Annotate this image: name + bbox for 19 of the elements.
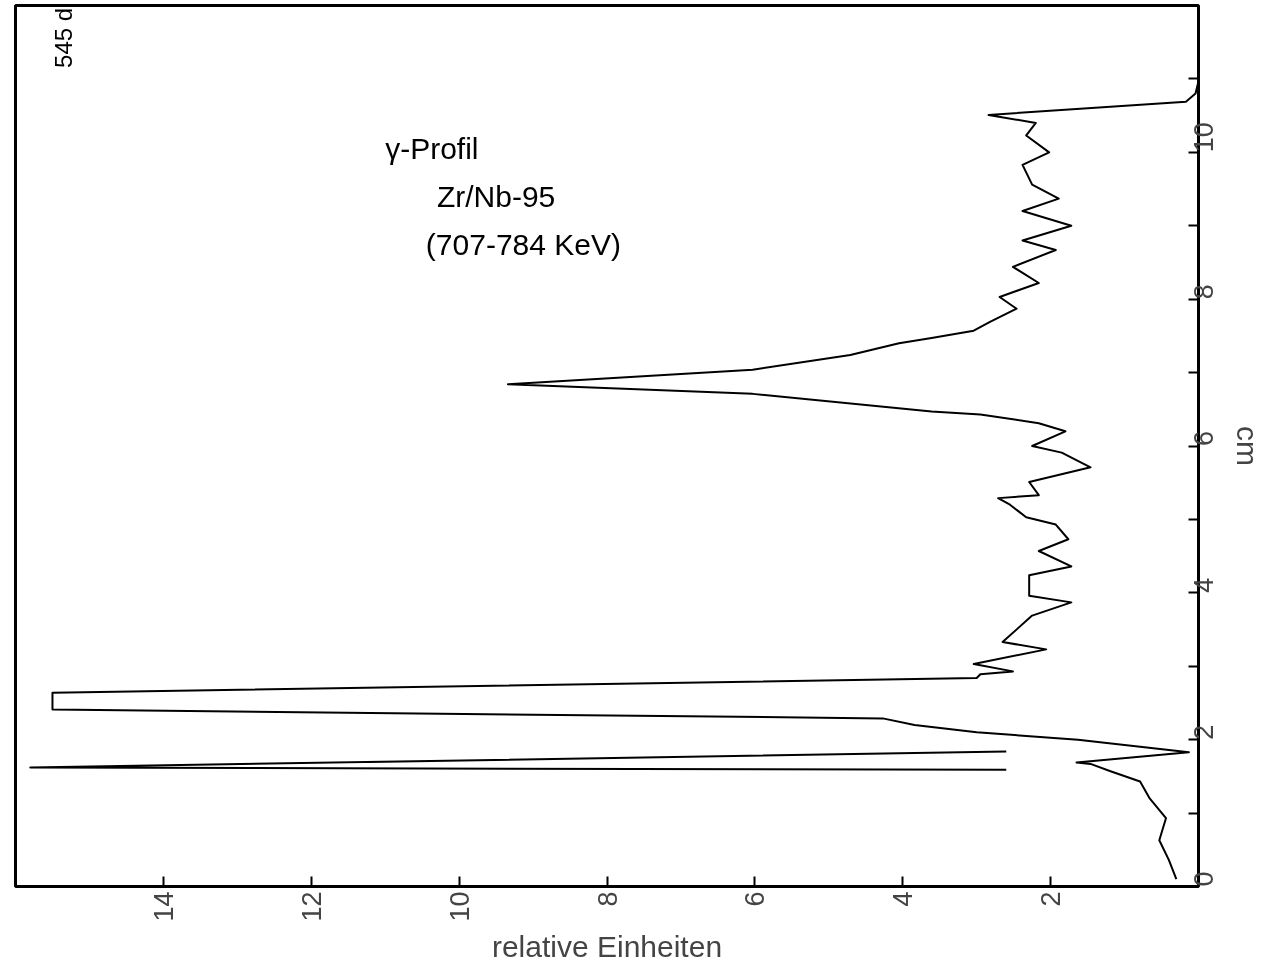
x-tick-label: 4 bbox=[888, 891, 919, 907]
x-tick-label: 8 bbox=[592, 891, 623, 907]
x-tick-label: 6 bbox=[740, 891, 771, 907]
x-axis-title: relative Einheiten bbox=[491, 929, 723, 963]
text: γ-Profil bbox=[385, 132, 479, 166]
y-tick-label: 8 bbox=[1189, 284, 1219, 300]
x-tick-label: 2 bbox=[1036, 891, 1067, 907]
x-tick-label: 12 bbox=[296, 891, 327, 922]
y-tick-label: 10 bbox=[1189, 122, 1219, 153]
text: Zr/Nb-95 bbox=[436, 179, 556, 213]
x-tick-label: 14 bbox=[148, 891, 179, 922]
y-axis-title: cm bbox=[1230, 426, 1264, 466]
y-tick-label: 6 bbox=[1189, 430, 1219, 446]
y-tick-label: 2 bbox=[1189, 724, 1219, 740]
annotation: 545 d bbox=[50, 7, 78, 68]
y-tick-label: 0 bbox=[1189, 871, 1219, 887]
annotation: (707-784 KeV) bbox=[425, 227, 621, 261]
x-tick-label: 10 bbox=[444, 891, 475, 922]
y-tick-label: 4 bbox=[1189, 577, 1219, 593]
